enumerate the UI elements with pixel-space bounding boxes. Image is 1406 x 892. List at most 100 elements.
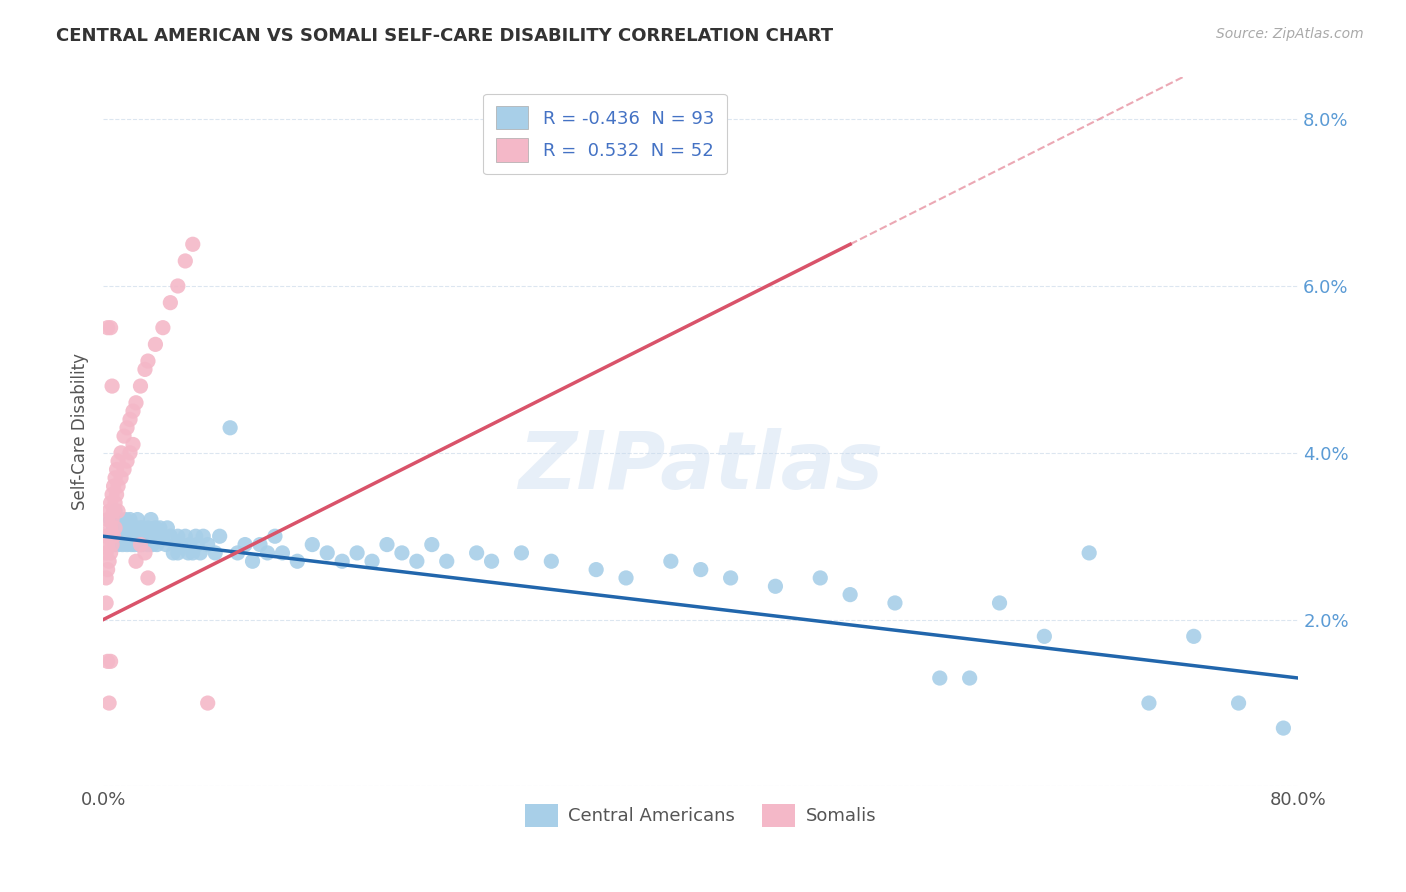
Point [204, 546, 226, 560]
Point [101, 512, 124, 526]
Text: ZIPatlas: ZIPatlas [519, 428, 883, 507]
Point [100, 654, 122, 668]
Point [101, 538, 124, 552]
Point [152, 529, 174, 543]
Point [97, 538, 120, 552]
Point [162, 546, 184, 560]
Point [159, 295, 181, 310]
Point [689, 563, 711, 577]
Point [1227, 696, 1250, 710]
Point [184, 529, 207, 543]
Point [720, 571, 742, 585]
Point [94, 596, 117, 610]
Point [152, 320, 174, 334]
Point [375, 538, 398, 552]
Point [271, 546, 294, 560]
Point [436, 554, 458, 568]
Point [186, 538, 208, 552]
Point [104, 521, 127, 535]
Point [181, 546, 204, 560]
Point [104, 496, 127, 510]
Point [122, 521, 145, 535]
Point [101, 529, 124, 543]
Point [103, 521, 125, 535]
Point [136, 354, 159, 368]
Point [219, 421, 242, 435]
Point [197, 696, 219, 710]
Point [134, 546, 156, 560]
Point [98, 504, 121, 518]
Point [959, 671, 981, 685]
Point [510, 546, 533, 560]
Point [540, 554, 562, 568]
Point [105, 462, 128, 476]
Point [405, 554, 427, 568]
Point [125, 554, 148, 568]
Point [166, 529, 188, 543]
Point [136, 521, 159, 535]
Point [115, 421, 138, 435]
Point [97, 563, 120, 577]
Point [166, 279, 188, 293]
Point [97, 512, 120, 526]
Point [103, 504, 125, 518]
Point [420, 538, 443, 552]
Point [129, 538, 152, 552]
Point [111, 538, 134, 552]
Point [125, 521, 148, 535]
Point [808, 571, 831, 585]
Point [101, 487, 124, 501]
Point [585, 563, 607, 577]
Point [155, 538, 177, 552]
Point [132, 521, 155, 535]
Point [112, 429, 135, 443]
Point [1078, 546, 1101, 560]
Point [104, 504, 127, 518]
Legend: Central Americans, Somalis: Central Americans, Somalis [517, 797, 883, 834]
Point [125, 396, 148, 410]
Point [1272, 721, 1295, 735]
Point [242, 554, 264, 568]
Point [301, 538, 323, 552]
Point [233, 538, 256, 552]
Point [146, 538, 169, 552]
Point [256, 546, 278, 560]
Point [170, 538, 193, 552]
Point [94, 546, 117, 560]
Point [124, 538, 146, 552]
Point [614, 571, 637, 585]
Point [884, 596, 907, 610]
Point [100, 521, 122, 535]
Point [1137, 696, 1160, 710]
Point [118, 529, 141, 543]
Point [111, 521, 134, 535]
Point [105, 487, 128, 501]
Point [264, 529, 287, 543]
Point [125, 529, 148, 543]
Point [928, 671, 950, 685]
Point [115, 454, 138, 468]
Point [1182, 629, 1205, 643]
Point [174, 254, 197, 268]
Point [249, 538, 271, 552]
Point [156, 521, 179, 535]
Point [127, 512, 149, 526]
Point [107, 454, 129, 468]
Point [129, 529, 152, 543]
Point [94, 571, 117, 585]
Point [346, 546, 368, 560]
Point [98, 696, 121, 710]
Point [174, 529, 197, 543]
Point [103, 529, 125, 543]
Point [115, 538, 138, 552]
Point [226, 546, 249, 560]
Point [107, 479, 129, 493]
Point [97, 320, 120, 334]
Point [988, 596, 1011, 610]
Point [181, 237, 204, 252]
Point [100, 546, 122, 560]
Point [110, 529, 132, 543]
Point [110, 471, 132, 485]
Point [177, 546, 200, 560]
Point [118, 412, 141, 426]
